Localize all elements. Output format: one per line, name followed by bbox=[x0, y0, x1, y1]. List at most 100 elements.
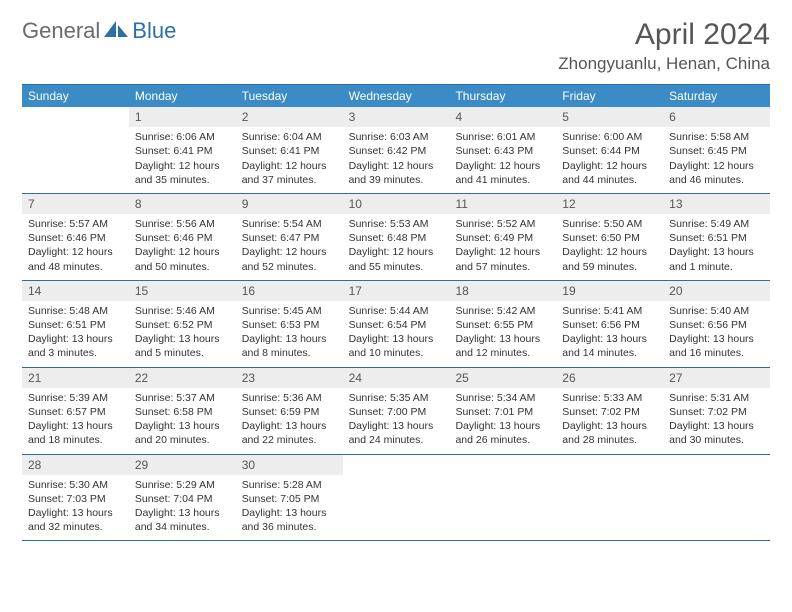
day-content: Sunrise: 5:50 AMSunset: 6:50 PMDaylight:… bbox=[556, 214, 663, 280]
location-text: Zhongyuanlu, Henan, China bbox=[558, 54, 770, 74]
day-content: Sunrise: 5:33 AMSunset: 7:02 PMDaylight:… bbox=[556, 388, 663, 454]
daylight1-text: Daylight: 12 hours bbox=[349, 159, 444, 173]
sunset-text: Sunset: 6:42 PM bbox=[349, 144, 444, 158]
sunrise-text: Sunrise: 5:56 AM bbox=[135, 217, 230, 231]
daylight1-text: Daylight: 13 hours bbox=[242, 506, 337, 520]
day-number: 29 bbox=[129, 455, 236, 475]
day-number: 21 bbox=[22, 368, 129, 388]
week-row: 28Sunrise: 5:30 AMSunset: 7:03 PMDayligh… bbox=[22, 455, 770, 542]
sunset-text: Sunset: 6:46 PM bbox=[135, 231, 230, 245]
daylight2-text: and 5 minutes. bbox=[135, 346, 230, 360]
day-number: 23 bbox=[236, 368, 343, 388]
daylight1-text: Daylight: 13 hours bbox=[242, 332, 337, 346]
day-cell: 19Sunrise: 5:41 AMSunset: 6:56 PMDayligh… bbox=[556, 281, 663, 367]
daylight2-text: and 36 minutes. bbox=[242, 520, 337, 534]
daylight1-text: Daylight: 12 hours bbox=[669, 159, 764, 173]
day-content: Sunrise: 5:42 AMSunset: 6:55 PMDaylight:… bbox=[449, 301, 556, 367]
daylight1-text: Daylight: 13 hours bbox=[28, 419, 123, 433]
calendar: Sunday Monday Tuesday Wednesday Thursday… bbox=[22, 84, 770, 541]
weekday-header-row: Sunday Monday Tuesday Wednesday Thursday… bbox=[22, 85, 770, 107]
logo: General Blue bbox=[22, 18, 176, 44]
day-cell: . bbox=[556, 455, 663, 541]
day-content: Sunrise: 5:39 AMSunset: 6:57 PMDaylight:… bbox=[22, 388, 129, 454]
logo-text-general: General bbox=[22, 18, 100, 44]
daylight1-text: Daylight: 12 hours bbox=[135, 159, 230, 173]
sunrise-text: Sunrise: 5:37 AM bbox=[135, 391, 230, 405]
daylight2-text: and 39 minutes. bbox=[349, 173, 444, 187]
daylight1-text: Daylight: 13 hours bbox=[349, 332, 444, 346]
sunset-text: Sunset: 6:52 PM bbox=[135, 318, 230, 332]
sunrise-text: Sunrise: 5:45 AM bbox=[242, 304, 337, 318]
title-block: April 2024 Zhongyuanlu, Henan, China bbox=[558, 18, 770, 74]
day-number: 27 bbox=[663, 368, 770, 388]
day-cell: 18Sunrise: 5:42 AMSunset: 6:55 PMDayligh… bbox=[449, 281, 556, 367]
day-cell: 10Sunrise: 5:53 AMSunset: 6:48 PMDayligh… bbox=[343, 194, 450, 280]
sunrise-text: Sunrise: 5:36 AM bbox=[242, 391, 337, 405]
sunset-text: Sunset: 6:49 PM bbox=[455, 231, 550, 245]
daylight1-text: Daylight: 13 hours bbox=[135, 332, 230, 346]
daylight2-text: and 28 minutes. bbox=[562, 433, 657, 447]
daylight2-text: and 46 minutes. bbox=[669, 173, 764, 187]
day-content: Sunrise: 6:01 AMSunset: 6:43 PMDaylight:… bbox=[449, 127, 556, 193]
sunset-text: Sunset: 6:57 PM bbox=[28, 405, 123, 419]
day-content: Sunrise: 5:31 AMSunset: 7:02 PMDaylight:… bbox=[663, 388, 770, 454]
day-cell: . bbox=[663, 455, 770, 541]
day-number: 13 bbox=[663, 194, 770, 214]
sunset-text: Sunset: 6:51 PM bbox=[28, 318, 123, 332]
day-number: 20 bbox=[663, 281, 770, 301]
sunset-text: Sunset: 7:04 PM bbox=[135, 492, 230, 506]
sunset-text: Sunset: 6:58 PM bbox=[135, 405, 230, 419]
day-cell: 26Sunrise: 5:33 AMSunset: 7:02 PMDayligh… bbox=[556, 368, 663, 454]
day-number: 22 bbox=[129, 368, 236, 388]
sunrise-text: Sunrise: 5:50 AM bbox=[562, 217, 657, 231]
day-content: Sunrise: 6:04 AMSunset: 6:41 PMDaylight:… bbox=[236, 127, 343, 193]
sunrise-text: Sunrise: 5:46 AM bbox=[135, 304, 230, 318]
sunrise-text: Sunrise: 5:34 AM bbox=[455, 391, 550, 405]
daylight2-text: and 10 minutes. bbox=[349, 346, 444, 360]
daylight1-text: Daylight: 13 hours bbox=[242, 419, 337, 433]
day-content: Sunrise: 5:29 AMSunset: 7:04 PMDaylight:… bbox=[129, 475, 236, 541]
day-cell: 15Sunrise: 5:46 AMSunset: 6:52 PMDayligh… bbox=[129, 281, 236, 367]
sunrise-text: Sunrise: 5:58 AM bbox=[669, 130, 764, 144]
week-row: 14Sunrise: 5:48 AMSunset: 6:51 PMDayligh… bbox=[22, 281, 770, 368]
day-cell: 1Sunrise: 6:06 AMSunset: 6:41 PMDaylight… bbox=[129, 107, 236, 193]
weekday-header: Sunday bbox=[22, 85, 129, 107]
day-number: 17 bbox=[343, 281, 450, 301]
day-content: Sunrise: 5:40 AMSunset: 6:56 PMDaylight:… bbox=[663, 301, 770, 367]
day-content: Sunrise: 5:53 AMSunset: 6:48 PMDaylight:… bbox=[343, 214, 450, 280]
sunset-text: Sunset: 6:41 PM bbox=[135, 144, 230, 158]
day-content: Sunrise: 5:37 AMSunset: 6:58 PMDaylight:… bbox=[129, 388, 236, 454]
sunrise-text: Sunrise: 5:31 AM bbox=[669, 391, 764, 405]
day-content: Sunrise: 5:44 AMSunset: 6:54 PMDaylight:… bbox=[343, 301, 450, 367]
weekday-header: Friday bbox=[556, 85, 663, 107]
day-cell: 16Sunrise: 5:45 AMSunset: 6:53 PMDayligh… bbox=[236, 281, 343, 367]
day-cell: 22Sunrise: 5:37 AMSunset: 6:58 PMDayligh… bbox=[129, 368, 236, 454]
daylight1-text: Daylight: 13 hours bbox=[562, 332, 657, 346]
day-cell: 9Sunrise: 5:54 AMSunset: 6:47 PMDaylight… bbox=[236, 194, 343, 280]
day-cell: 12Sunrise: 5:50 AMSunset: 6:50 PMDayligh… bbox=[556, 194, 663, 280]
day-content: Sunrise: 5:45 AMSunset: 6:53 PMDaylight:… bbox=[236, 301, 343, 367]
daylight2-text: and 57 minutes. bbox=[455, 260, 550, 274]
sunset-text: Sunset: 6:54 PM bbox=[349, 318, 444, 332]
week-row: .1Sunrise: 6:06 AMSunset: 6:41 PMDayligh… bbox=[22, 107, 770, 194]
day-cell: 17Sunrise: 5:44 AMSunset: 6:54 PMDayligh… bbox=[343, 281, 450, 367]
day-number: 28 bbox=[22, 455, 129, 475]
day-cell: 6Sunrise: 5:58 AMSunset: 6:45 PMDaylight… bbox=[663, 107, 770, 193]
sunset-text: Sunset: 7:05 PM bbox=[242, 492, 337, 506]
day-cell: 25Sunrise: 5:34 AMSunset: 7:01 PMDayligh… bbox=[449, 368, 556, 454]
daylight1-text: Daylight: 13 hours bbox=[455, 332, 550, 346]
day-cell: . bbox=[449, 455, 556, 541]
daylight1-text: Daylight: 13 hours bbox=[669, 332, 764, 346]
daylight2-text: and 48 minutes. bbox=[28, 260, 123, 274]
day-number: 2 bbox=[236, 107, 343, 127]
sunrise-text: Sunrise: 5:28 AM bbox=[242, 478, 337, 492]
daylight1-text: Daylight: 12 hours bbox=[562, 245, 657, 259]
sunrise-text: Sunrise: 5:33 AM bbox=[562, 391, 657, 405]
day-number: 30 bbox=[236, 455, 343, 475]
weekday-header: Wednesday bbox=[343, 85, 450, 107]
sunset-text: Sunset: 6:53 PM bbox=[242, 318, 337, 332]
day-cell: 28Sunrise: 5:30 AMSunset: 7:03 PMDayligh… bbox=[22, 455, 129, 541]
sunset-text: Sunset: 7:00 PM bbox=[349, 405, 444, 419]
sunrise-text: Sunrise: 5:40 AM bbox=[669, 304, 764, 318]
weekday-header: Saturday bbox=[663, 85, 770, 107]
